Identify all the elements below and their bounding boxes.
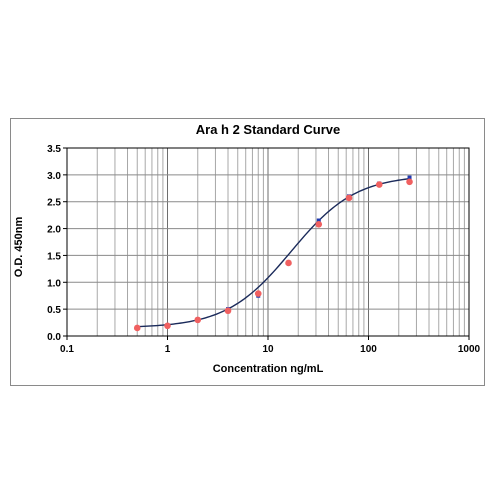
data-point-circle <box>285 259 292 267</box>
data-point-circle <box>345 194 353 202</box>
data-point-circle <box>406 178 413 186</box>
data-point-circle <box>254 290 262 297</box>
x-tick-label: 0.1 <box>60 344 74 355</box>
y-tick-label: 3.0 <box>47 171 61 182</box>
x-tick-labels: 0.1 1 10 100 1000 <box>60 336 481 355</box>
data-point-circle <box>164 322 171 330</box>
x-tick-label: 1 <box>165 344 171 355</box>
data-point-square <box>407 175 412 180</box>
y-tick-label: 3.5 <box>47 144 61 155</box>
data-point-circle <box>194 316 202 324</box>
y-tick-label: 0.0 <box>47 332 61 343</box>
x-tick-label: 100 <box>360 344 377 355</box>
data-point-circle <box>133 324 141 332</box>
x-axis-label: Concentration ng/mL <box>213 363 324 375</box>
data-points <box>133 175 413 332</box>
chart-frame <box>10 118 485 386</box>
chart-title: Ara h 2 Standard Curve <box>196 122 341 137</box>
y-tick-label: 1.0 <box>47 278 61 289</box>
y-tick-label: 0.5 <box>47 305 61 316</box>
y-tick-labels: 0.0 0.5 1.0 1.5 2.0 2.5 3.0 3.5 <box>47 144 67 343</box>
data-point-circle <box>224 307 232 315</box>
data-point-circle <box>315 220 323 228</box>
y-tick-label: 2.0 <box>47 225 61 236</box>
x-tick-label: 10 <box>262 344 274 355</box>
y-tick-label: 2.5 <box>47 198 61 209</box>
x-tick-label: 1000 <box>458 344 481 355</box>
y-tick-label: 1.5 <box>47 251 61 262</box>
y-axis-label: O.D. 450nm <box>13 217 25 278</box>
data-point-square <box>316 218 321 223</box>
data-point-circle <box>375 181 383 188</box>
fit-curve <box>137 177 410 328</box>
